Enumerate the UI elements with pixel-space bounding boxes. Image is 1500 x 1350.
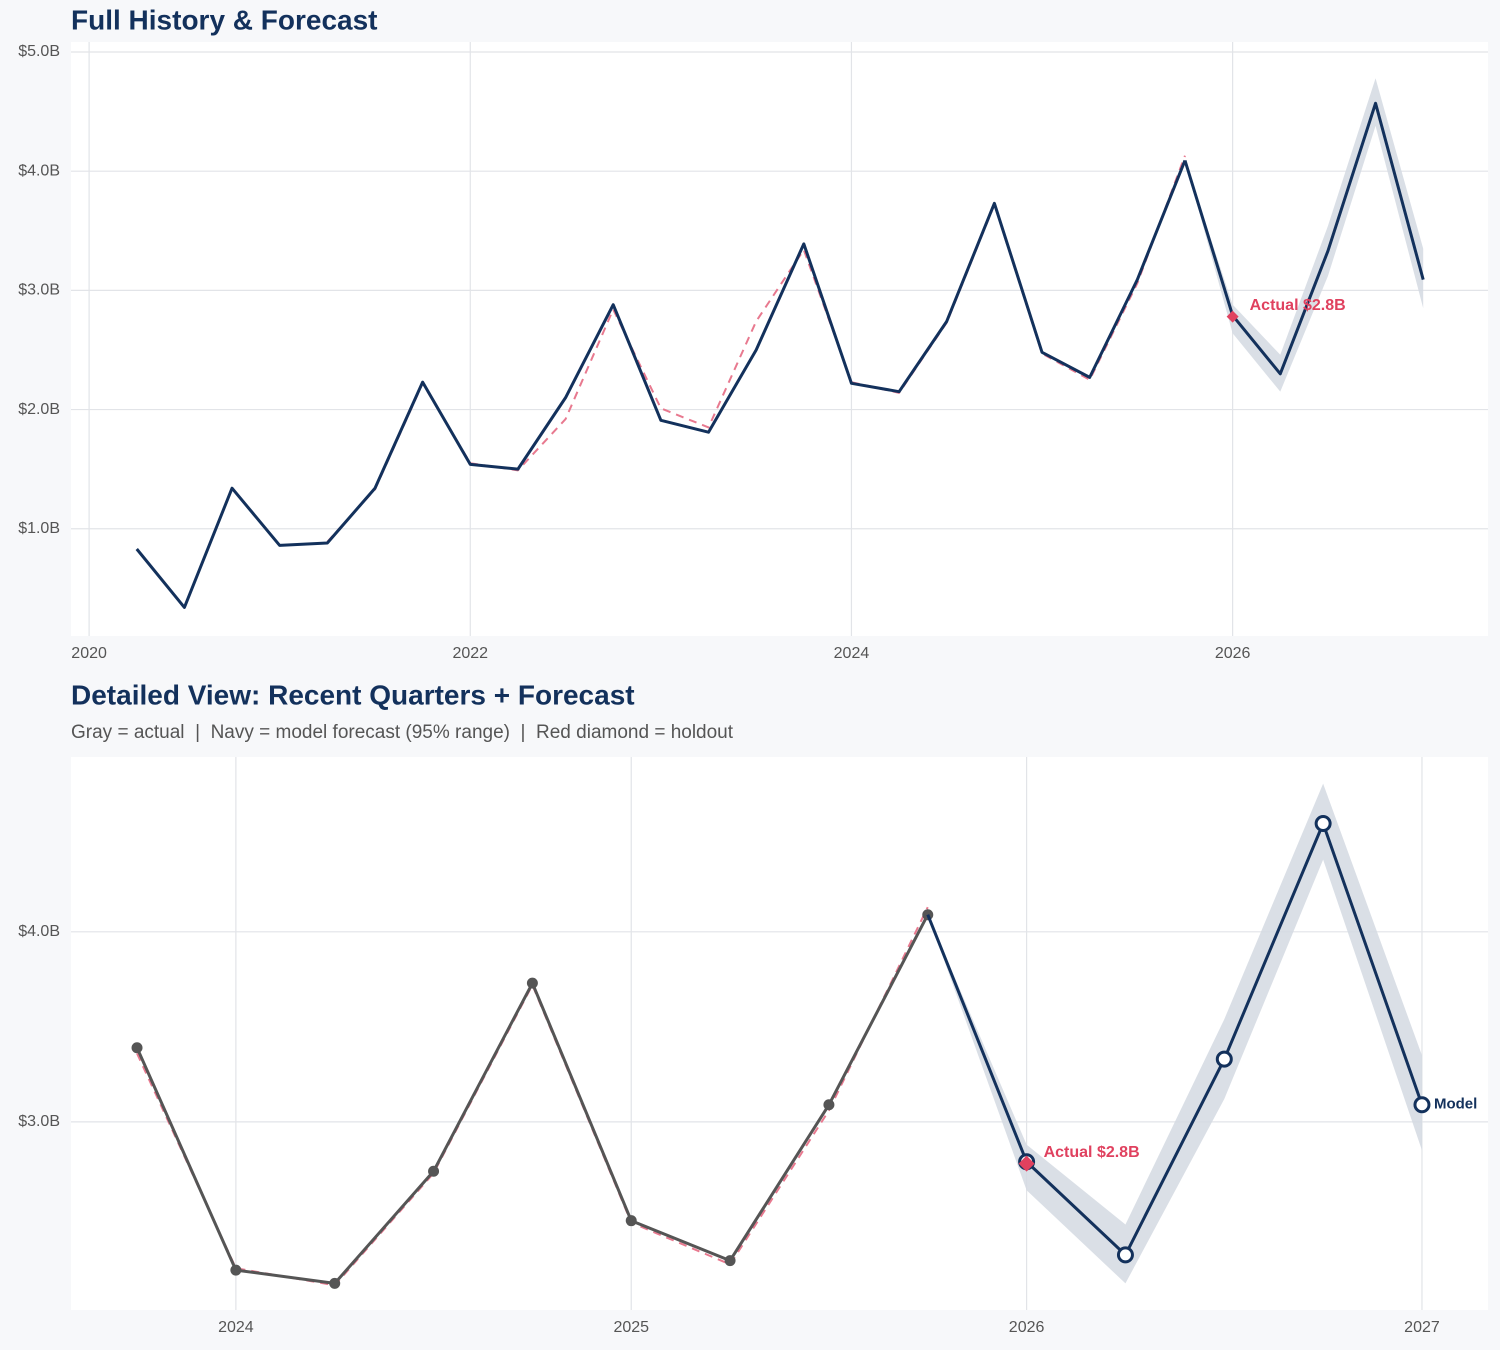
x-tick-label: 2022: [452, 645, 488, 662]
x-tick-label: 2020: [71, 645, 107, 662]
chart-title: Full History & Forecast: [71, 4, 378, 35]
actual-point: [230, 1264, 242, 1276]
actual-point: [131, 1042, 143, 1054]
x-tick-label: 2024: [834, 645, 870, 662]
actual-point: [526, 977, 538, 989]
y-tick-label: $1.0B: [18, 520, 60, 537]
forecast-point: [1116, 1246, 1134, 1264]
actual-point: [724, 1255, 736, 1267]
end-label: Model: [1434, 1096, 1477, 1113]
series-line: [926, 822, 1424, 1257]
holdout-marker: [1226, 310, 1239, 323]
x-tick-label: 2026: [1215, 645, 1251, 662]
y-tick-label: $3.0B: [18, 1113, 60, 1130]
x-tick-label: 2027: [1404, 1319, 1440, 1336]
y-tick-label: $3.0B: [18, 282, 60, 299]
holdout-label: Actual $2.8B: [1250, 297, 1346, 314]
chart-subtitle: Gray = actual | Navy = model forecast (9…: [71, 722, 734, 743]
actual-point: [329, 1277, 341, 1289]
forecast-point: [1215, 1050, 1233, 1068]
series-line: [1183, 101, 1425, 376]
y-tick-label: $4.0B: [18, 162, 60, 179]
holdout-label: Actual $2.8B: [1044, 1144, 1140, 1161]
x-tick-label: 2026: [1009, 1319, 1045, 1336]
actual-point: [625, 1215, 637, 1227]
y-tick-label: $2.0B: [18, 401, 60, 418]
x-tick-label: 2024: [218, 1319, 254, 1336]
actual-point: [823, 1099, 835, 1111]
forecast-band: [927, 783, 1422, 1284]
actual-point: [428, 1165, 440, 1177]
holdout-marker: [1018, 1155, 1035, 1172]
y-tick-label: $4.0B: [18, 923, 60, 940]
forecast-band: [1184, 78, 1424, 392]
forecast-point: [1413, 1096, 1431, 1114]
forecast-point: [1314, 815, 1332, 833]
y-tick-label: $5.0B: [18, 43, 60, 60]
plot-background: [71, 42, 1488, 636]
plot-background: [71, 757, 1488, 1310]
x-tick-label: 2025: [613, 1319, 649, 1336]
chart-title: Detailed View: Recent Quarters + Forecas…: [71, 679, 635, 710]
series-line: [135, 159, 1187, 609]
